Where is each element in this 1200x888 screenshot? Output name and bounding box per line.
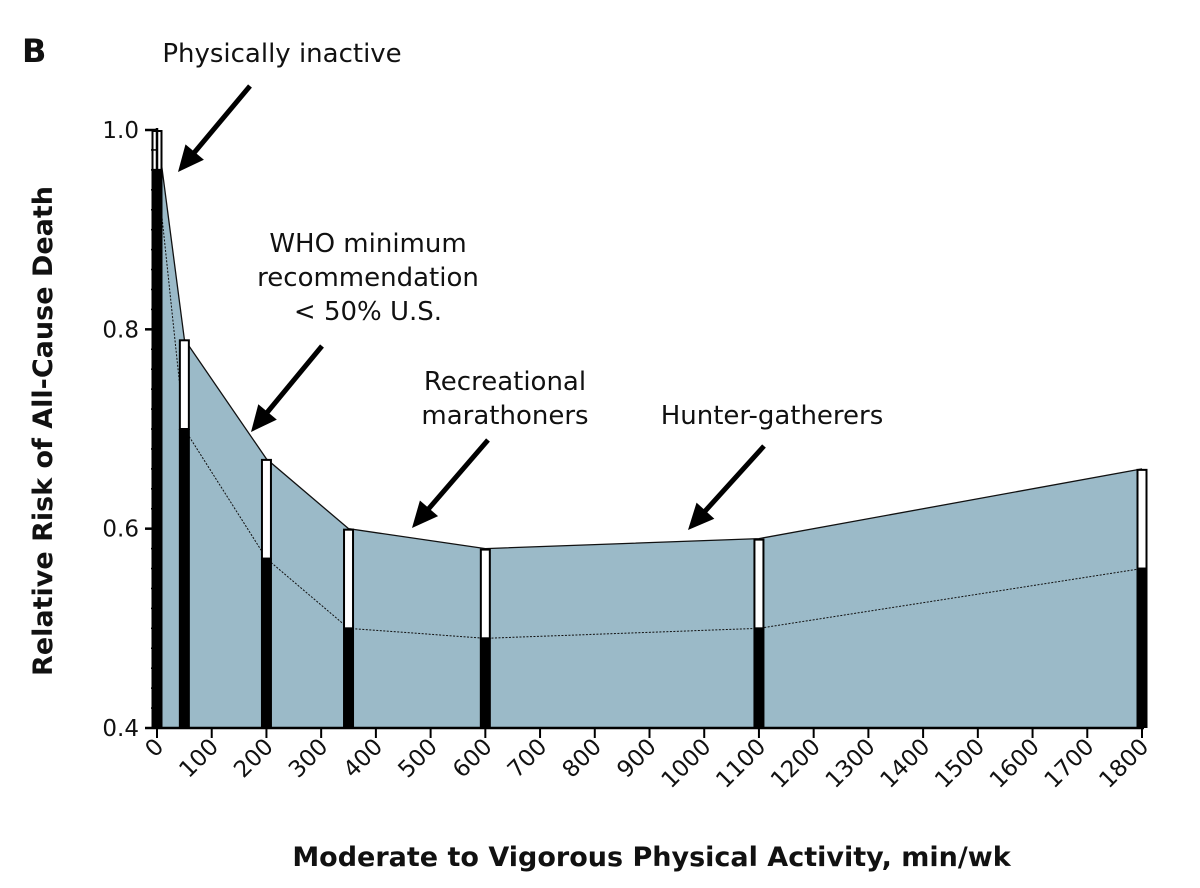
annotation-text: WHO minimum — [269, 229, 466, 259]
x-tick-label: 1400 — [876, 734, 936, 794]
arrow-head — [251, 404, 277, 432]
annotation-layer: Physically inactive WHO minimum recommenda… — [162, 39, 883, 530]
bar-interval — [178, 339, 190, 430]
x-tick-label: 900 — [612, 734, 661, 783]
y-tick-label: 1.0 — [102, 118, 139, 144]
arrow-shaft — [425, 438, 490, 512]
bar-interval — [343, 528, 355, 630]
arrow-shaft — [191, 84, 252, 156]
annotation-text: recommendation — [257, 263, 479, 293]
x-tick-label: 1600 — [985, 734, 1045, 794]
annotation-text: Hunter-gatherers — [661, 401, 884, 431]
x-tick-label: 0 — [141, 734, 170, 763]
annotation: Physically inactive — [162, 39, 402, 172]
bar-lower — [479, 638, 491, 728]
bar-lower — [260, 558, 272, 728]
upper-series-line — [156, 129, 1143, 550]
arrow-head — [412, 500, 439, 528]
y-tick-label: 0.6 — [102, 517, 139, 543]
x-tick-label: 200 — [229, 734, 278, 783]
arrow-head — [178, 144, 204, 172]
bar-lower — [1136, 568, 1148, 728]
x-tick-label: 500 — [393, 734, 442, 783]
x-tick-label: 1000 — [657, 734, 717, 794]
annotation: WHO minimum recommendation < 50% U.S. — [251, 229, 479, 432]
annotation-text: < 50% U.S. — [294, 297, 442, 327]
x-axis-title: Moderate to Vigorous Physical Activity, … — [292, 842, 1011, 873]
annotation: Recreational marathoners — [412, 367, 589, 528]
annotation-text: marathoners — [421, 401, 588, 431]
x-tick-label: 1700 — [1040, 734, 1100, 794]
x-tick-label: 1100 — [711, 734, 771, 794]
y-axis-title: Relative Risk of All-Cause Death — [28, 186, 59, 676]
annotation-text: Physically inactive — [162, 39, 401, 69]
panel-label: B — [22, 32, 46, 70]
x-tick-label: 100 — [175, 734, 224, 783]
arrow-head — [688, 502, 715, 530]
x-tick-label: 600 — [448, 734, 497, 783]
x-tick-label: 1300 — [821, 734, 881, 794]
y-tick-label: 0.8 — [102, 317, 139, 343]
confidence-band-layer — [156, 129, 1143, 728]
x-tick-label: 400 — [339, 734, 388, 783]
bar-lower — [178, 429, 190, 728]
bar-interval — [479, 548, 491, 640]
annotation-text: Recreational — [424, 367, 586, 397]
bar-lower — [343, 628, 355, 728]
x-tick-label: 800 — [558, 734, 607, 783]
bar-interval — [753, 538, 765, 630]
arrow-shaft — [702, 444, 766, 514]
bar-interval — [1136, 468, 1148, 570]
bar-lower — [753, 628, 765, 728]
x-tick-label: 1500 — [930, 734, 990, 794]
confidence-band — [157, 130, 1142, 728]
arrow-shaft — [264, 344, 324, 416]
y-tick-label: 0.4 — [102, 716, 139, 742]
x-tick-label: 300 — [284, 734, 333, 783]
x-tick-label: 1800 — [1094, 734, 1154, 794]
x-tick-label: 1200 — [766, 734, 826, 794]
bar-interval — [260, 458, 272, 560]
x-tick-label: 700 — [503, 734, 552, 783]
annotation: Hunter-gatherers — [661, 401, 884, 530]
